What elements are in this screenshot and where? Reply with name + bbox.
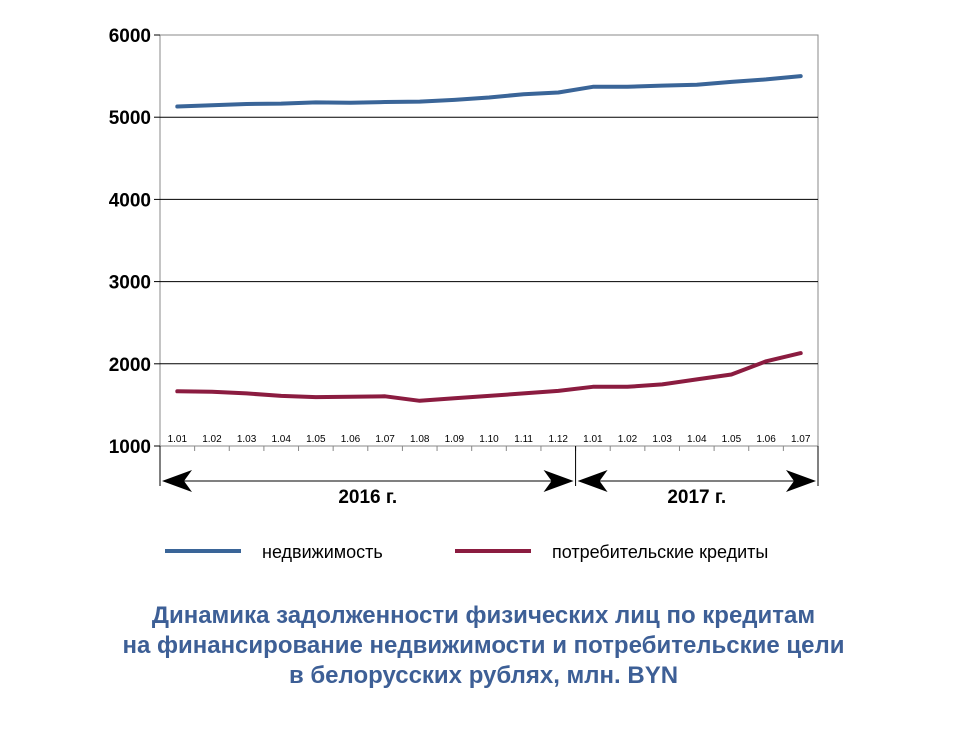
arrow-left-icon: [162, 470, 192, 492]
year-label: 2017 г.: [667, 487, 726, 508]
x-tick-label: 1.02: [202, 434, 222, 445]
x-tick-label: 1.11: [514, 434, 533, 445]
x-tick-label: 1.04: [687, 434, 707, 445]
arrow-left-icon: [577, 470, 608, 492]
x-tick-label: 1.09: [445, 434, 465, 445]
x-tick-label: 1.04: [271, 434, 291, 445]
y-tick-label: 2000: [109, 355, 151, 376]
x-tick-label: 1.05: [722, 434, 742, 445]
x-tick-label: 1.07: [791, 434, 811, 445]
x-tick-label: 1.02: [618, 434, 638, 445]
x-tick-label: 1.06: [341, 434, 361, 445]
y-tick-label: 3000: [109, 273, 151, 294]
x-tick-label: 1.01: [168, 434, 188, 445]
y-tick-label: 6000: [109, 26, 151, 47]
x-tick-label: 1.12: [549, 434, 569, 445]
x-axis-ticks: 1.01 1.02 1.03 1.04 1.05 1.06 1.07 1.08 1.09 1.10…: [168, 434, 811, 445]
y-tick-label: 5000: [109, 108, 151, 129]
chart-title-line: в белорусских рублях, млн. BYN: [288, 662, 679, 689]
y-axis-ticks: 1000 2000 3000 4000 5000 6000: [109, 26, 151, 458]
x-tick-label: 1.01: [583, 434, 603, 445]
chart-title-line: на финансирование недвижимости и потреби…: [122, 632, 845, 659]
x-tick-label: 1.03: [652, 434, 672, 445]
year-brackets: 2016 г. 2017 г.: [159, 446, 819, 508]
plot-frame: [159, 34, 819, 447]
legend: недвижимость потребительские кредиты: [165, 542, 768, 562]
legend-label: недвижимость: [262, 542, 383, 562]
x-tick-label: 1.06: [756, 434, 776, 445]
x-tick-label: 1.08: [410, 434, 430, 445]
x-tick-label: 1.07: [375, 434, 395, 445]
year-label: 2016 г.: [338, 487, 397, 508]
chart-title: Динамика задолженности физических лиц по…: [0, 601, 967, 691]
x-tick-label: 1.03: [237, 434, 257, 445]
x-tick-label: 1.10: [479, 434, 499, 445]
arrow-right-icon: [543, 470, 574, 492]
legend-label: потребительские кредиты: [552, 542, 768, 562]
gridlines: [154, 34, 819, 451]
y-tick-label: 1000: [109, 437, 151, 458]
series-line-1: [175, 74, 803, 109]
x-tick-label: 1.05: [306, 434, 326, 445]
series-lines: [175, 74, 803, 403]
arrow-right-icon: [786, 470, 816, 492]
chart-title-line: Динамика задолженности физических лиц по…: [151, 602, 816, 629]
series-line-2: [175, 351, 803, 403]
y-tick-label: 4000: [109, 190, 151, 211]
